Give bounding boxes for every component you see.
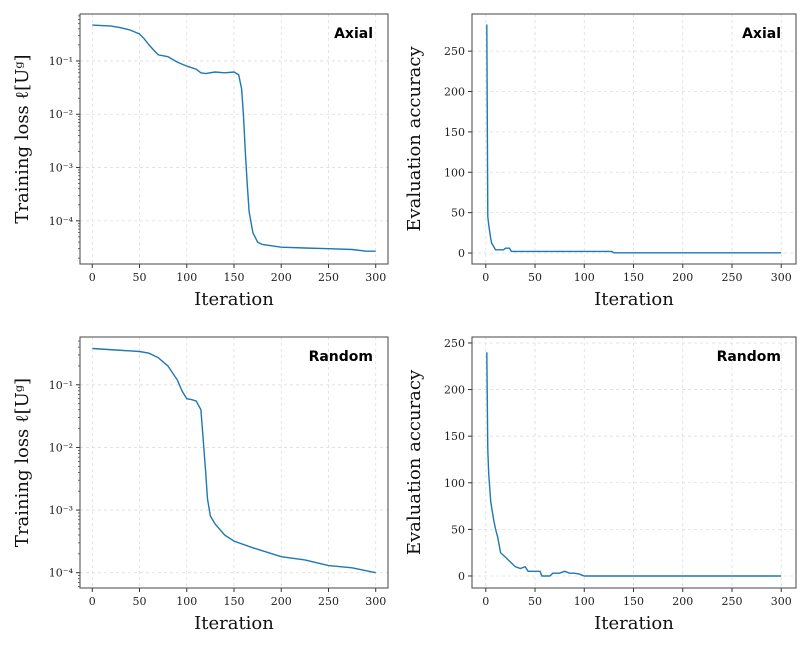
x-tick-label: 150 <box>623 595 644 608</box>
y-tick-label: 200 <box>444 384 465 397</box>
x-tick-label: 200 <box>271 271 292 284</box>
subplot-3: 0 50 100 150 200 250 300 10⁻⁴ 10⁻³ 10⁻² 10⁻¹ Random… <box>12 336 389 634</box>
axes-frame <box>471 13 797 265</box>
x-tick-label: 100 <box>176 271 197 284</box>
y-tick-label: 0 <box>458 570 465 583</box>
subplot-4: 0 50 100 150 200 250 300 0 50 100 150 200 250 Random I… <box>404 336 797 634</box>
y-tick-label: 250 <box>444 45 465 58</box>
subplot-2: 0 50 100 150 200 250 300 0 50 100 150 200 250 Axial It… <box>404 13 797 310</box>
y-tick-label: 10⁻³ <box>49 162 73 175</box>
x-tick-label: 100 <box>176 595 197 608</box>
y-tick-label: 10⁻³ <box>49 504 73 517</box>
y-axis-label: Evaluation accuracy <box>404 369 425 555</box>
x-tick-label: 200 <box>271 595 292 608</box>
x-tick-label: 100 <box>574 595 595 608</box>
y-axis-label: Training loss ℓ[Uᵍ] <box>12 378 33 547</box>
x-tick-label: 50 <box>133 595 147 608</box>
y-tick-label: 10⁻¹ <box>49 55 73 68</box>
x-axis-label: Iteration <box>594 289 674 310</box>
y-tick-label: 150 <box>444 126 465 139</box>
panel-annotation: Axial <box>334 26 373 42</box>
panel-annotation: Random <box>717 349 781 365</box>
x-tick-label: 300 <box>771 271 792 284</box>
x-tick-label: 50 <box>528 271 542 284</box>
series-line <box>486 24 782 254</box>
x-tick-label: 250 <box>318 595 339 608</box>
x-tick-label: 0 <box>482 271 489 284</box>
x-tick-label: 250 <box>721 271 742 284</box>
x-tick-label: 300 <box>365 595 386 608</box>
y-tick-label: 100 <box>444 477 465 490</box>
y-tick-label: 150 <box>444 430 465 443</box>
x-tick-label: 150 <box>224 271 245 284</box>
x-tick-label: 150 <box>224 595 245 608</box>
y-tick-label: 50 <box>451 207 465 220</box>
panel-annotation: Random <box>309 349 373 365</box>
y-tick-label: 10⁻¹ <box>49 379 73 392</box>
x-tick-label: 300 <box>771 595 792 608</box>
x-tick-label: 0 <box>482 595 489 608</box>
y-tick-label: 10⁻⁴ <box>49 567 74 580</box>
y-axis-label: Evaluation accuracy <box>404 46 425 232</box>
x-tick-label: 250 <box>721 595 742 608</box>
x-tick-label: 50 <box>133 271 147 284</box>
y-tick-label: 10⁻² <box>49 441 73 454</box>
x-tick-label: 100 <box>574 271 595 284</box>
y-tick-label: 10⁻⁴ <box>49 215 74 228</box>
panel-annotation: Axial <box>742 26 781 42</box>
series-line <box>486 352 782 577</box>
x-tick-label: 200 <box>672 595 693 608</box>
axes-frame <box>79 13 389 265</box>
x-tick-label: 250 <box>318 271 339 284</box>
axes-frame <box>471 336 797 589</box>
y-tick-label: 200 <box>444 86 465 99</box>
x-axis-label: Iteration <box>194 613 274 634</box>
x-tick-label: 150 <box>623 271 644 284</box>
subplot-1: 0 50 100 150 200 250 300 10⁻⁴ 10⁻³ 10⁻² 10⁻¹ Axial I… <box>12 13 389 310</box>
x-axis-label: Iteration <box>594 613 674 634</box>
x-tick-label: 0 <box>89 271 96 284</box>
y-tick-label: 250 <box>444 337 465 350</box>
axes-frame <box>79 336 389 589</box>
x-tick-label: 300 <box>365 271 386 284</box>
y-tick-label: 100 <box>444 166 465 179</box>
x-tick-label: 50 <box>528 595 542 608</box>
y-tick-label: 10⁻² <box>49 108 73 121</box>
series-line <box>92 24 376 252</box>
x-axis-label: Iteration <box>194 289 274 310</box>
series-line <box>92 347 376 574</box>
x-tick-label: 200 <box>672 271 693 284</box>
y-axis-label: Training loss ℓ[Uᵍ] <box>12 54 33 223</box>
y-tick-label: 50 <box>451 523 465 536</box>
x-tick-label: 0 <box>89 595 96 608</box>
y-tick-label: 0 <box>458 247 465 260</box>
